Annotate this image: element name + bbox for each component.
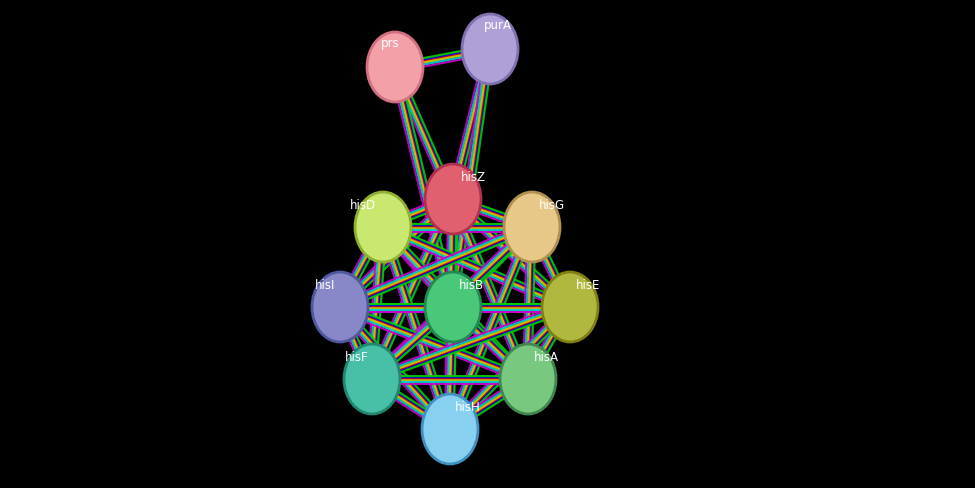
Ellipse shape	[312, 272, 368, 342]
Ellipse shape	[500, 345, 556, 414]
Ellipse shape	[422, 394, 478, 464]
Text: hisE: hisE	[576, 279, 601, 291]
Text: hisD: hisD	[350, 199, 376, 212]
Text: hisA: hisA	[533, 350, 559, 363]
Ellipse shape	[504, 193, 560, 263]
Ellipse shape	[462, 15, 518, 85]
Ellipse shape	[355, 193, 411, 263]
Text: purA: purA	[484, 19, 512, 32]
Text: hisZ: hisZ	[460, 171, 486, 183]
Text: hisI: hisI	[315, 279, 335, 291]
Text: hisH: hisH	[455, 400, 481, 413]
Ellipse shape	[367, 33, 423, 103]
Text: prs: prs	[380, 37, 400, 50]
Text: hisB: hisB	[458, 279, 484, 291]
Ellipse shape	[425, 272, 481, 342]
Text: hisG: hisG	[539, 199, 566, 212]
Ellipse shape	[344, 345, 400, 414]
Ellipse shape	[542, 272, 598, 342]
Ellipse shape	[425, 164, 481, 235]
Text: hisF: hisF	[345, 350, 369, 363]
